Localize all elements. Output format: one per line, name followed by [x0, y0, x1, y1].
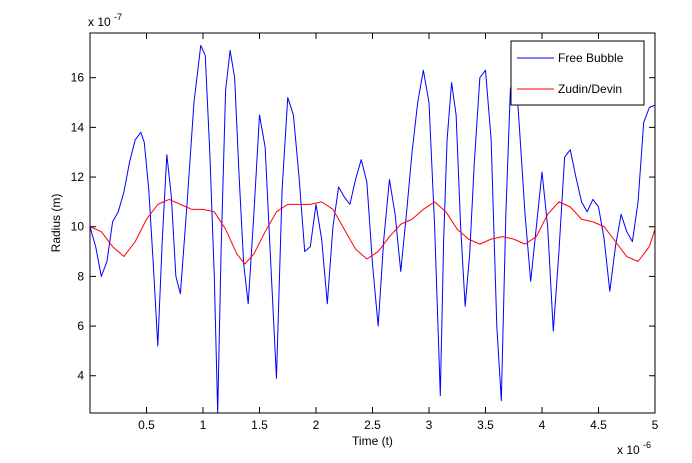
series-layer: [89, 44, 656, 414]
y-exponent-label: x 10 -7: [88, 12, 122, 29]
legend-label-free-bubble: Free Bubble: [558, 51, 624, 65]
x-tick-label: 1.5: [251, 418, 268, 432]
legend: Free Bubble Zudin/Devin: [510, 40, 645, 106]
y-tick-label: 4: [77, 369, 84, 383]
y-tick-label: 12: [71, 170, 85, 184]
x-tick-label: 4.5: [590, 418, 607, 432]
x-exponent-power: -6: [643, 440, 651, 450]
x-tick-label: 3: [426, 418, 433, 432]
legend-box: [510, 40, 645, 106]
x-tick-label: 1: [200, 418, 207, 432]
y-tick-label: 10: [71, 220, 85, 234]
y-tick-label: 8: [77, 269, 84, 283]
y-axis-label: Radius (m): [49, 194, 63, 253]
ticks-layer: 0.5 1 1.5 2 2.5 3 3.5 4 4.5 5 4 6 8 10 12 14 16: [71, 33, 659, 432]
series-line-free-bubble: [89, 44, 656, 414]
x-exponent-label: x 10 -6: [617, 440, 651, 457]
y-tick-label: 16: [71, 71, 85, 85]
x-axis-label: Time (t): [352, 434, 393, 448]
x-tick-label: 4: [539, 418, 546, 432]
series-line-zudin-devin: [89, 198, 656, 265]
y-tick-label: 6: [77, 319, 84, 333]
x-tick-label: 2: [313, 418, 320, 432]
y-tick-label: 14: [71, 120, 85, 134]
x-tick-label: 5: [652, 418, 659, 432]
x-tick-label: 3.5: [477, 418, 494, 432]
x-exponent-base: x 10: [617, 443, 640, 457]
legend-label-zudin-devin: Zudin/Devin: [558, 82, 622, 96]
x-tick-label: 2.5: [364, 418, 381, 432]
y-exponent-base: x 10: [88, 15, 111, 29]
x-tick-label: 0.5: [138, 418, 155, 432]
y-exponent-power: -7: [114, 12, 122, 22]
